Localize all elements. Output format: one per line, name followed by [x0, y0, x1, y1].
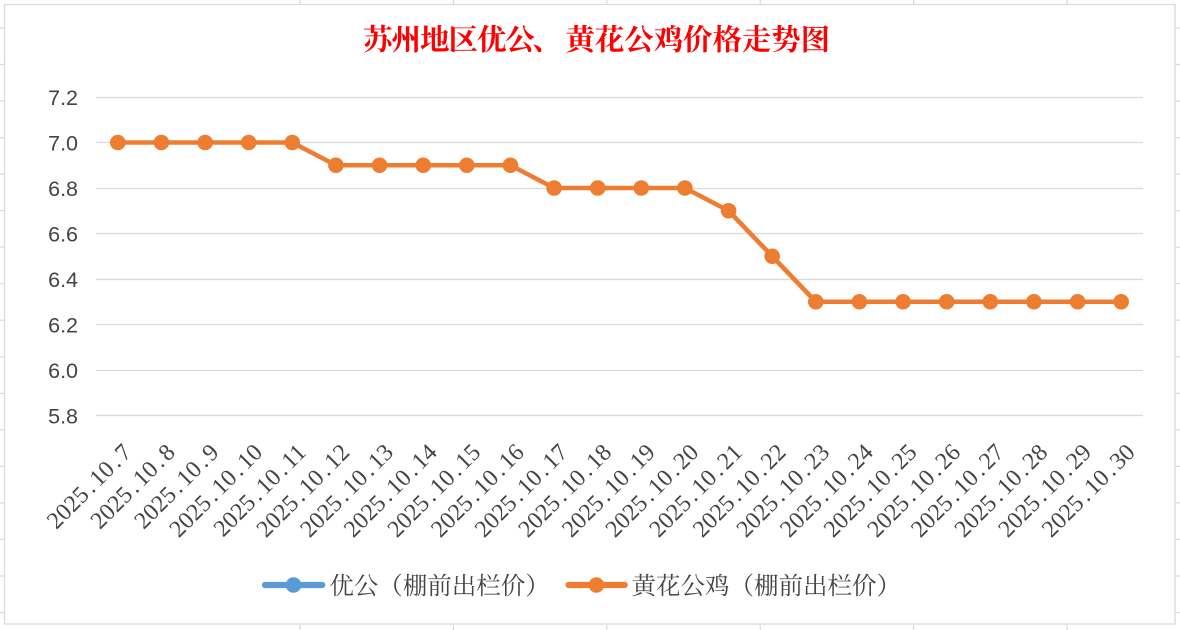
svg-text:6.6: 6.6	[48, 222, 78, 246]
svg-text:6.8: 6.8	[48, 177, 78, 201]
svg-text:5.8: 5.8	[48, 404, 78, 428]
svg-text:7.0: 7.0	[48, 131, 78, 155]
svg-text:6.2: 6.2	[48, 313, 78, 337]
svg-text:7.2: 7.2	[48, 86, 78, 110]
svg-text:6.4: 6.4	[48, 268, 78, 292]
svg-text:6.0: 6.0	[48, 359, 78, 383]
